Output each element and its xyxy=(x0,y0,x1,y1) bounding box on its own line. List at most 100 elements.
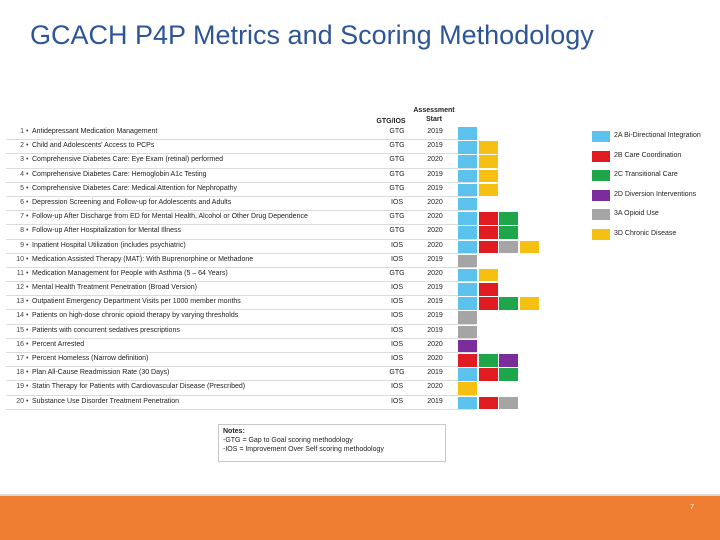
row-divider xyxy=(6,352,476,353)
legend-swatch xyxy=(592,131,610,142)
metric-method: GTG xyxy=(389,170,405,178)
table-row: 17 • Percent Homeless (Narrow definition) I… xyxy=(6,353,586,368)
metric-start-year: 2020 xyxy=(427,355,443,362)
metric-start-year: 2020 xyxy=(427,383,443,391)
row-bullet: • xyxy=(26,128,29,135)
row-number: 1 xyxy=(20,128,24,135)
focus-cell-2a xyxy=(458,212,477,225)
focus-cell-3d xyxy=(478,183,498,197)
focus-cell-2a xyxy=(458,155,477,168)
header-type: GTG/IOS xyxy=(376,118,406,125)
table-row: 11 • Medication Management for People with… xyxy=(6,268,586,283)
metric-name: Comprehensive Diabetes Care: Eye Exam (r… xyxy=(32,156,224,164)
table-row: 10 • Medication Assisted Therapy (MAT): Wi… xyxy=(6,254,586,268)
row-divider xyxy=(6,394,476,396)
metric-name: Percent Arrested xyxy=(32,340,85,348)
focus-cell-2c xyxy=(499,297,518,310)
row-number: 18 xyxy=(16,369,24,377)
focus-cell-2a xyxy=(458,226,477,239)
row-divider xyxy=(6,366,476,368)
metric-start-year: 2020 xyxy=(427,198,443,206)
row-number: 10 xyxy=(16,255,24,263)
metric-method: GTG xyxy=(389,269,405,277)
metric-method: GTG xyxy=(389,128,405,135)
row-bullet: • xyxy=(26,397,29,405)
table-row: 20 • Substance Use Disorder Treatment Pene… xyxy=(6,396,586,410)
table-row: 8 • Follow-up After Hospitalization for Me… xyxy=(6,225,586,240)
legend-label: 3A Opioid Use xyxy=(614,210,659,217)
metric-name: Antidepressant Medication Management xyxy=(32,128,158,135)
row-bullet: • xyxy=(26,340,29,348)
legend-label: 3D Chronic Disease xyxy=(614,229,677,237)
focus-cell-3a xyxy=(458,325,477,339)
row-number: 14 xyxy=(16,312,24,320)
focus-cell-3d xyxy=(478,155,498,168)
metric-start-year: 2019 xyxy=(427,397,443,405)
focus-cell-3d xyxy=(478,141,498,154)
header-start: Start xyxy=(426,116,442,123)
metric-method: GTG xyxy=(389,142,405,150)
slide-title: GCACH P4P Metrics and Scoring Methodolog… xyxy=(30,20,594,50)
table-row: 6 • Depression Screening and Follow-up for… xyxy=(6,197,586,212)
focus-cell-2d xyxy=(458,339,477,353)
row-bullet: • xyxy=(26,284,29,292)
metric-name: Plan All-Cause Readmission Rate (30 Days… xyxy=(32,369,170,377)
focus-cell-2b xyxy=(478,212,498,225)
metric-method: IOS xyxy=(390,355,404,362)
table-row: 3 • Comprehensive Diabetes Care: Eye Exam … xyxy=(6,154,586,169)
focus-cell-2a xyxy=(458,268,477,282)
legend-swatch xyxy=(592,209,610,220)
row-divider xyxy=(6,181,476,183)
metric-start-year: 2019 xyxy=(427,170,443,178)
focus-cell-3d xyxy=(478,169,498,183)
row-number: 20 xyxy=(16,397,24,405)
metric-method: IOS xyxy=(390,284,404,292)
metric-start-year: 2019 xyxy=(427,369,443,377)
row-number: 8 xyxy=(20,227,24,235)
row-bullet: • xyxy=(26,355,29,362)
table-row: 16 • Percent Arrested IOS 2020 xyxy=(6,339,586,353)
metric-name: Comprehensive Diabetes Care: Hemoglobin … xyxy=(32,170,207,178)
legend-label: 2D Diversion Interventions xyxy=(614,190,697,198)
focus-cell-2a xyxy=(458,141,477,154)
focus-cell-2b xyxy=(478,226,498,239)
metric-method: IOS xyxy=(390,340,404,348)
row-bullet: • xyxy=(26,213,29,221)
focus-cell-2c xyxy=(499,226,518,239)
focus-cell-2a xyxy=(458,197,477,211)
metric-name: Inpatient Hospital Utilization (includes… xyxy=(32,241,186,249)
row-bullet: • xyxy=(26,198,29,206)
row-number: 9 xyxy=(20,241,24,249)
row-number: 5 xyxy=(20,184,24,192)
row-number: 4 xyxy=(20,170,24,178)
row-number: 2 xyxy=(20,142,24,150)
metric-start-year: 2020 xyxy=(427,227,443,235)
row-divider xyxy=(6,224,476,226)
metric-name: Follow-up After Hospitalization for Ment… xyxy=(32,227,182,235)
metric-method: IOS xyxy=(390,326,404,334)
metric-name: Substance Use Disorder Treatment Penetra… xyxy=(32,397,180,405)
metric-name: Statin Therapy for Patients with Cardiov… xyxy=(32,383,246,391)
metric-start-year: 2019 xyxy=(427,326,443,334)
focus-cell-2a xyxy=(458,283,477,296)
footer-divider xyxy=(0,494,720,496)
row-number: 17 xyxy=(16,355,24,362)
row-bullet: • xyxy=(26,269,29,277)
table-row: 5 • Comprehensive Diabetes Care: Medical A… xyxy=(6,183,586,197)
metric-method: GTG xyxy=(389,213,405,221)
row-number: 7 xyxy=(20,213,24,221)
metric-method: IOS xyxy=(390,298,404,306)
legend-swatch xyxy=(592,189,610,201)
row-number: 11 xyxy=(16,269,24,277)
focus-cell-2b xyxy=(458,354,477,367)
metric-method: GTG xyxy=(389,184,405,192)
legend-label: 2C Transitional Care xyxy=(614,171,678,178)
metric-start-year: 2020 xyxy=(427,156,443,164)
metric-name: Medication Management for People with As… xyxy=(32,269,228,277)
metric-start-year: 2019 xyxy=(427,255,443,263)
metric-name: Depression Screening and Follow-up for A… xyxy=(32,198,232,206)
legend-label: 2B Care Coordination xyxy=(614,151,682,159)
row-divider xyxy=(6,323,476,325)
row-bullet: • xyxy=(26,298,29,306)
metric-start-year: 2019 xyxy=(427,128,443,135)
